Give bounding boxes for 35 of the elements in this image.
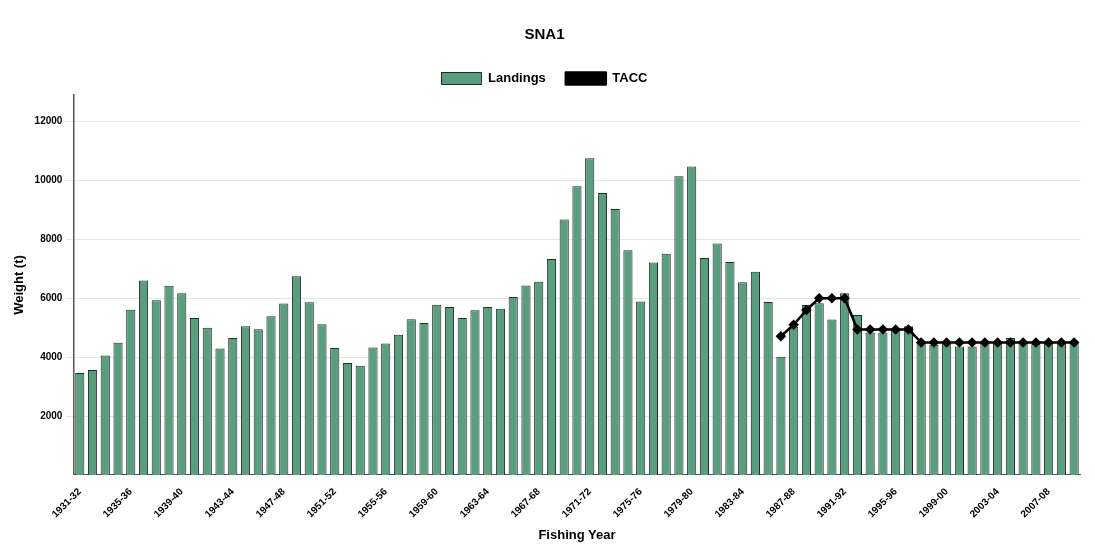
y-tick-label: 4000 [40,350,63,362]
y-tick-label: 6000 [40,291,63,303]
point [992,337,1003,348]
point [980,337,990,348]
y-tick-label: 2000 [40,409,63,421]
x-axis-title: Fishing Year [538,526,616,542]
point [967,337,977,348]
point [916,337,926,348]
point [776,331,786,341]
chart-title: SNA1 [524,25,565,43]
point [1005,337,1016,348]
y-axis-title: Weight (t) [11,255,27,315]
point [878,324,888,335]
point [865,324,875,335]
point [1031,337,1041,348]
point [788,320,799,330]
legend-label: Landings [488,70,546,86]
point [954,337,965,348]
point [839,293,850,303]
point [1056,337,1067,348]
point [1018,337,1028,348]
y-tick-label: 12000 [34,115,63,127]
point [890,324,901,335]
legend-label: TACC [612,70,649,86]
point [903,324,914,335]
point [929,337,939,348]
y-tick-label: 8000 [40,233,63,245]
point [1069,337,1079,348]
point [1043,337,1054,348]
point [941,337,952,348]
point [827,293,837,303]
point [814,293,824,303]
y-tick-label: 10000 [34,174,63,186]
point [801,305,812,315]
point [852,324,863,335]
